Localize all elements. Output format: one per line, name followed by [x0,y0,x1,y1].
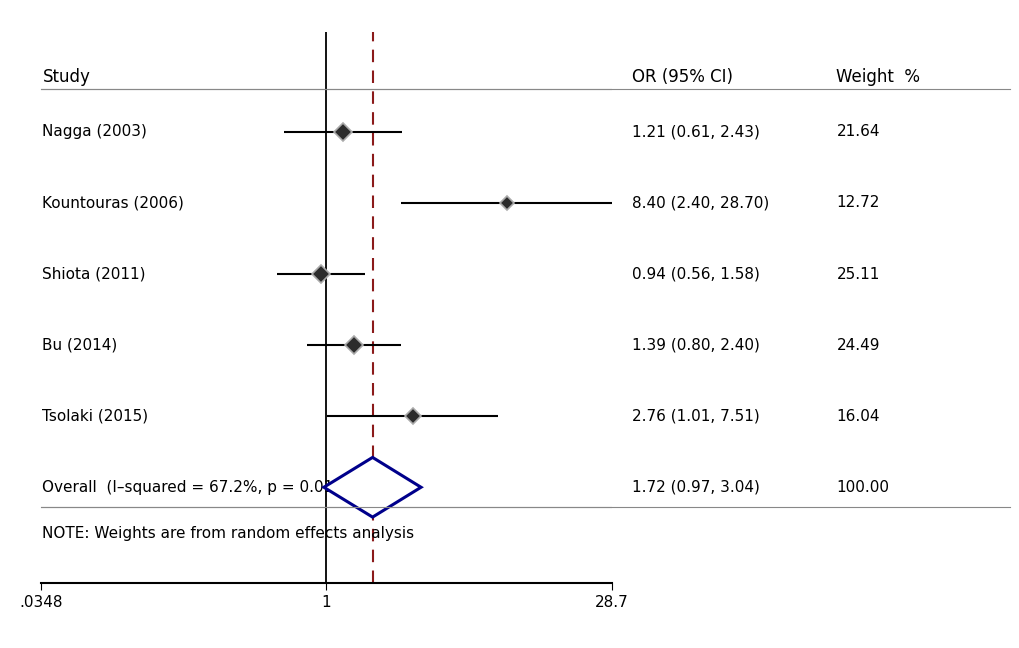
Text: Weight  %: Weight % [836,68,919,86]
Text: Bu (2014): Bu (2014) [43,338,117,353]
Text: 2.76 (1.01, 7.51): 2.76 (1.01, 7.51) [632,409,759,424]
Text: 1.39 (0.80, 2.40): 1.39 (0.80, 2.40) [632,338,759,353]
Text: 25.11: 25.11 [836,266,879,281]
Text: 100.00: 100.00 [836,480,889,495]
Text: 21.64: 21.64 [836,124,879,139]
Text: 24.49: 24.49 [836,338,879,353]
Text: 1.72 (0.97, 3.04): 1.72 (0.97, 3.04) [632,480,759,495]
Text: Nagga (2003): Nagga (2003) [43,124,147,139]
Text: 12.72: 12.72 [836,196,879,211]
Text: Tsolaki (2015): Tsolaki (2015) [43,409,149,424]
Text: Shiota (2011): Shiota (2011) [43,266,146,281]
Text: NOTE: Weights are from random effects analysis: NOTE: Weights are from random effects an… [43,526,414,541]
Text: 0.94 (0.56, 1.58): 0.94 (0.56, 1.58) [632,266,759,281]
Text: Overall  (I–squared = 67.2%, p = 0.016): Overall (I–squared = 67.2%, p = 0.016) [43,480,350,495]
Polygon shape [324,457,421,517]
Text: OR (95% CI): OR (95% CI) [632,68,733,86]
Text: 1.21 (0.61, 2.43): 1.21 (0.61, 2.43) [632,124,759,139]
Text: 16.04: 16.04 [836,409,879,424]
Text: 8.40 (2.40, 28.70): 8.40 (2.40, 28.70) [632,196,769,211]
Text: Kountouras (2006): Kountouras (2006) [43,196,184,211]
Text: Study: Study [43,68,91,86]
